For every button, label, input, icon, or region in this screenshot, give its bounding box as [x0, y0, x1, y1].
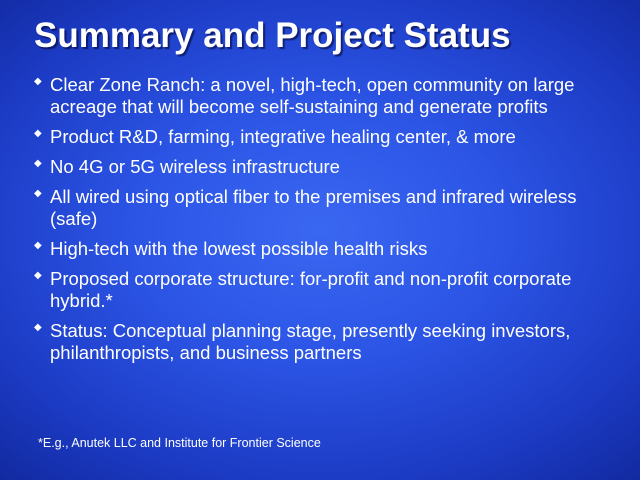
slide-title: Summary and Project Status [34, 16, 511, 55]
diamond-bullet-icon: ◆ [34, 188, 42, 199]
diamond-bullet-icon: ◆ [34, 240, 42, 251]
bullet-text: Status: Conceptual planning stage, prese… [50, 320, 571, 363]
diamond-bullet-icon: ◆ [34, 128, 42, 139]
bullet-item: ◆ High-tech with the lowest possible hea… [34, 238, 619, 260]
diamond-bullet-icon: ◆ [34, 322, 42, 333]
bullet-text: High-tech with the lowest possible healt… [50, 238, 428, 259]
bullet-text: Clear Zone Ranch: a novel, high-tech, op… [50, 74, 575, 117]
diamond-bullet-icon: ◆ [34, 270, 42, 281]
bullet-list: ◆ Clear Zone Ranch: a novel, high-tech, … [34, 74, 619, 372]
bullet-item: ◆ No 4G or 5G wireless infrastructure [34, 156, 619, 178]
bullet-text: No 4G or 5G wireless infrastructure [50, 156, 340, 177]
bullet-text: All wired using optical fiber to the pre… [50, 186, 577, 229]
bullet-item: ◆ Clear Zone Ranch: a novel, high-tech, … [34, 74, 619, 118]
bullet-item: ◆ Status: Conceptual planning stage, pre… [34, 320, 619, 364]
footnote: *E.g., Anutek LLC and Institute for Fron… [38, 436, 321, 450]
bullet-item: ◆ Proposed corporate structure: for-prof… [34, 268, 619, 312]
bullet-item: ◆ All wired using optical fiber to the p… [34, 186, 619, 230]
bullet-text: Proposed corporate structure: for-profit… [50, 268, 572, 311]
bullet-item: ◆ Product R&D, farming, integrative heal… [34, 126, 619, 148]
diamond-bullet-icon: ◆ [34, 158, 42, 169]
bullet-text: Product R&D, farming, integrative healin… [50, 126, 516, 147]
diamond-bullet-icon: ◆ [34, 76, 42, 87]
